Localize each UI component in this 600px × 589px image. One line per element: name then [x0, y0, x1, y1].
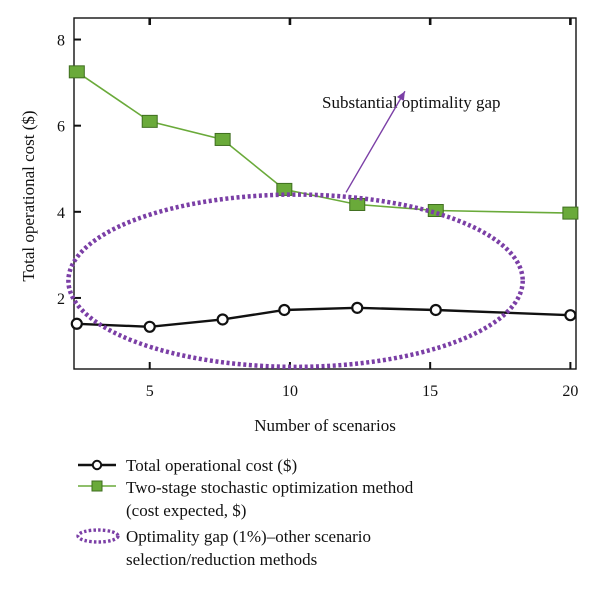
series-0-point-4 — [351, 301, 364, 314]
x-tick-label-20: 20 — [562, 383, 578, 400]
plot-frame — [73, 17, 577, 370]
y-axis-title: Total operational cost ($) — [19, 110, 38, 281]
legend: Total operational cost ($) Two-stage sto… — [76, 456, 414, 569]
x-tick-label-5: 5 — [146, 383, 154, 400]
series-1-point-1 — [141, 114, 158, 128]
legend-total-cost-marker — [91, 459, 103, 471]
x-axis: 5 10 15 20 — [146, 362, 578, 400]
series-1-point-6 — [562, 206, 579, 220]
series-0-point-1 — [143, 320, 156, 333]
y-tick-label-2: 2 — [57, 291, 65, 308]
legend-two-stage-marker — [91, 480, 103, 492]
legend-total-cost-label: Total operational cost ($) — [126, 456, 297, 475]
x-tick-label-10: 10 — [282, 383, 298, 400]
series-1-point-0 — [68, 65, 85, 79]
y-tick-label-8: 8 — [57, 33, 65, 50]
legend-item-optimality-gap: Optimality gap (1%)–other scenario selec… — [76, 527, 371, 569]
series-1-point-5 — [427, 204, 444, 218]
top-ticks — [148, 18, 572, 25]
gap-layer — [66, 192, 525, 370]
annotation-text: Substantial optimality gap — [322, 93, 500, 112]
series-0-point-3 — [278, 303, 291, 317]
legend-two-stage-label-line-1: Two-stage stochastic optimization method — [126, 478, 414, 497]
legend-gap-marker — [76, 528, 120, 544]
legend-two-stage-label-line-2: (cost expected, $) — [126, 501, 246, 520]
annotation-arrow-head — [396, 91, 405, 102]
series-0-point-2 — [216, 313, 229, 326]
legend-item-two-stage: Two-stage stochastic optimization method… — [78, 478, 414, 520]
series-0-point-0 — [70, 317, 83, 330]
legend-gap-label-line-2: selection/reduction methods — [126, 550, 317, 569]
series-1-point-4 — [349, 197, 366, 211]
x-tick-label-15: 15 — [422, 383, 438, 400]
annotation-arrow-line — [345, 90, 406, 193]
y-tick-label-6: 6 — [57, 119, 65, 136]
series-0-point-6 — [564, 309, 577, 322]
series-0-point-5 — [429, 303, 442, 317]
legend-gap-label-line-1: Optimality gap (1%)–other scenario — [126, 527, 371, 546]
y-axis: 2 4 6 8 — [57, 33, 81, 308]
y-tick-label-4: 4 — [57, 205, 65, 222]
annotation-layer: Substantial optimality gap — [322, 90, 500, 193]
optimality-gap-ellipse — [66, 192, 525, 370]
x-axis-title: Number of scenarios — [254, 416, 396, 435]
legend-item-total-cost: Total operational cost ($) — [78, 456, 297, 475]
series-1-point-2 — [214, 132, 231, 146]
